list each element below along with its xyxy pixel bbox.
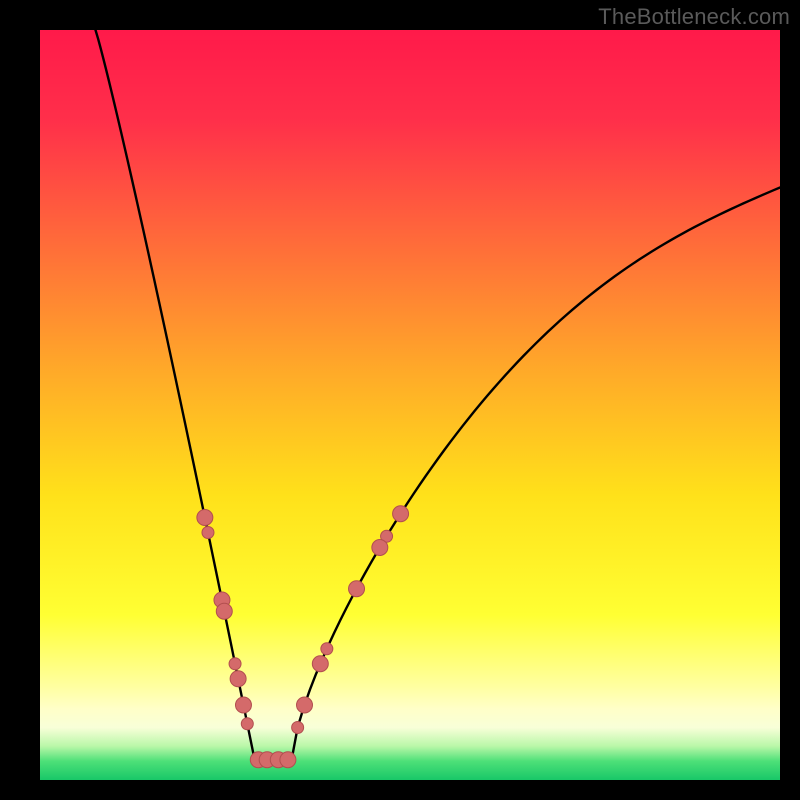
- chart-stage: TheBottleneck.com: [0, 0, 800, 800]
- chart-svg: [0, 0, 800, 800]
- watermark-text: TheBottleneck.com: [598, 4, 790, 30]
